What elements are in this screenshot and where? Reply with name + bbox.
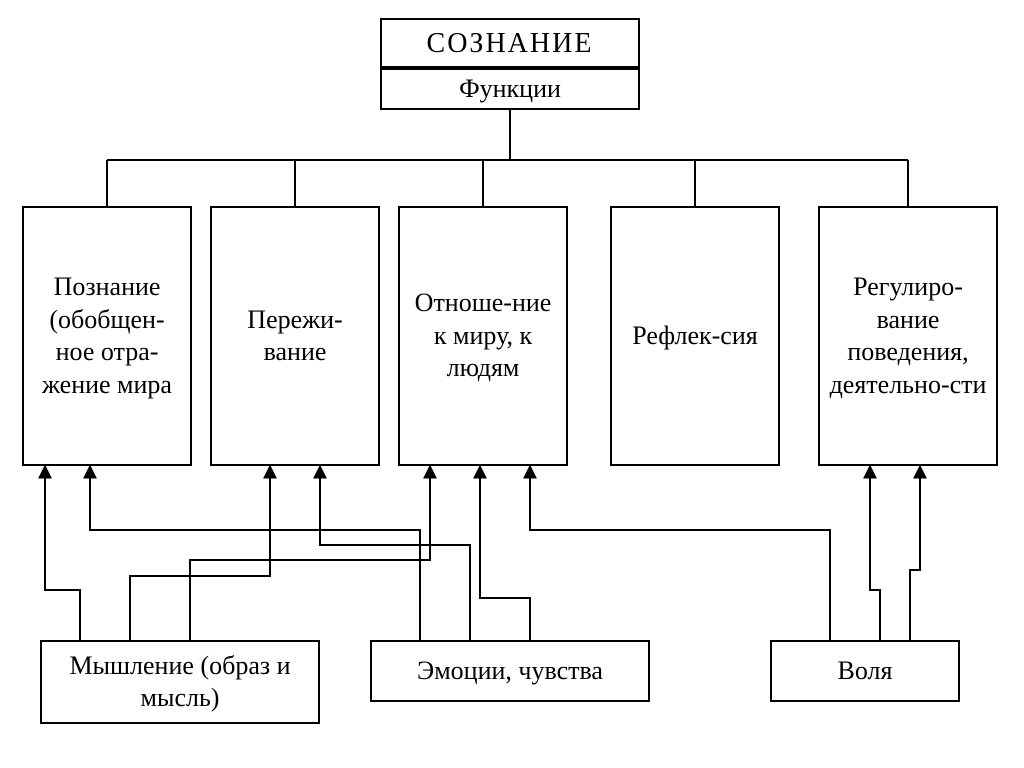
func-label: Рефлек-сия — [632, 320, 757, 353]
top-subtitle-box: Функции — [380, 68, 640, 110]
func-box-perezhiv: Пережи-вание — [210, 206, 380, 466]
func-box-poznanie: Познание (обобщен-ное отра-жение мира — [22, 206, 192, 466]
top-subtitle-text: Функции — [459, 73, 561, 106]
top-title-box: СОЗНАНИЕ — [380, 18, 640, 68]
func-label: Регулиро-вание поведения, деятельно-сти — [826, 271, 990, 401]
psych-label: Мышление (образ и мысль) — [48, 650, 312, 715]
psych-box-myshlenie: Мышление (образ и мысль) — [40, 640, 320, 724]
func-box-refleksiya: Рефлек-сия — [610, 206, 780, 466]
psych-label: Воля — [838, 655, 893, 688]
func-label: Отноше-ние к миру, к людям — [406, 287, 560, 385]
psych-box-volya: Воля — [770, 640, 960, 702]
psych-box-emotsii: Эмоции, чувства — [370, 640, 650, 702]
func-label: Пережи-вание — [218, 304, 372, 369]
top-title-text: СОЗНАНИЕ — [427, 26, 594, 61]
func-box-otnoshenie: Отноше-ние к миру, к людям — [398, 206, 568, 466]
psych-label: Эмоции, чувства — [417, 655, 603, 688]
func-label: Познание (обобщен-ное отра-жение мира — [30, 271, 184, 401]
func-box-regul: Регулиро-вание поведения, деятельно-сти — [818, 206, 998, 466]
